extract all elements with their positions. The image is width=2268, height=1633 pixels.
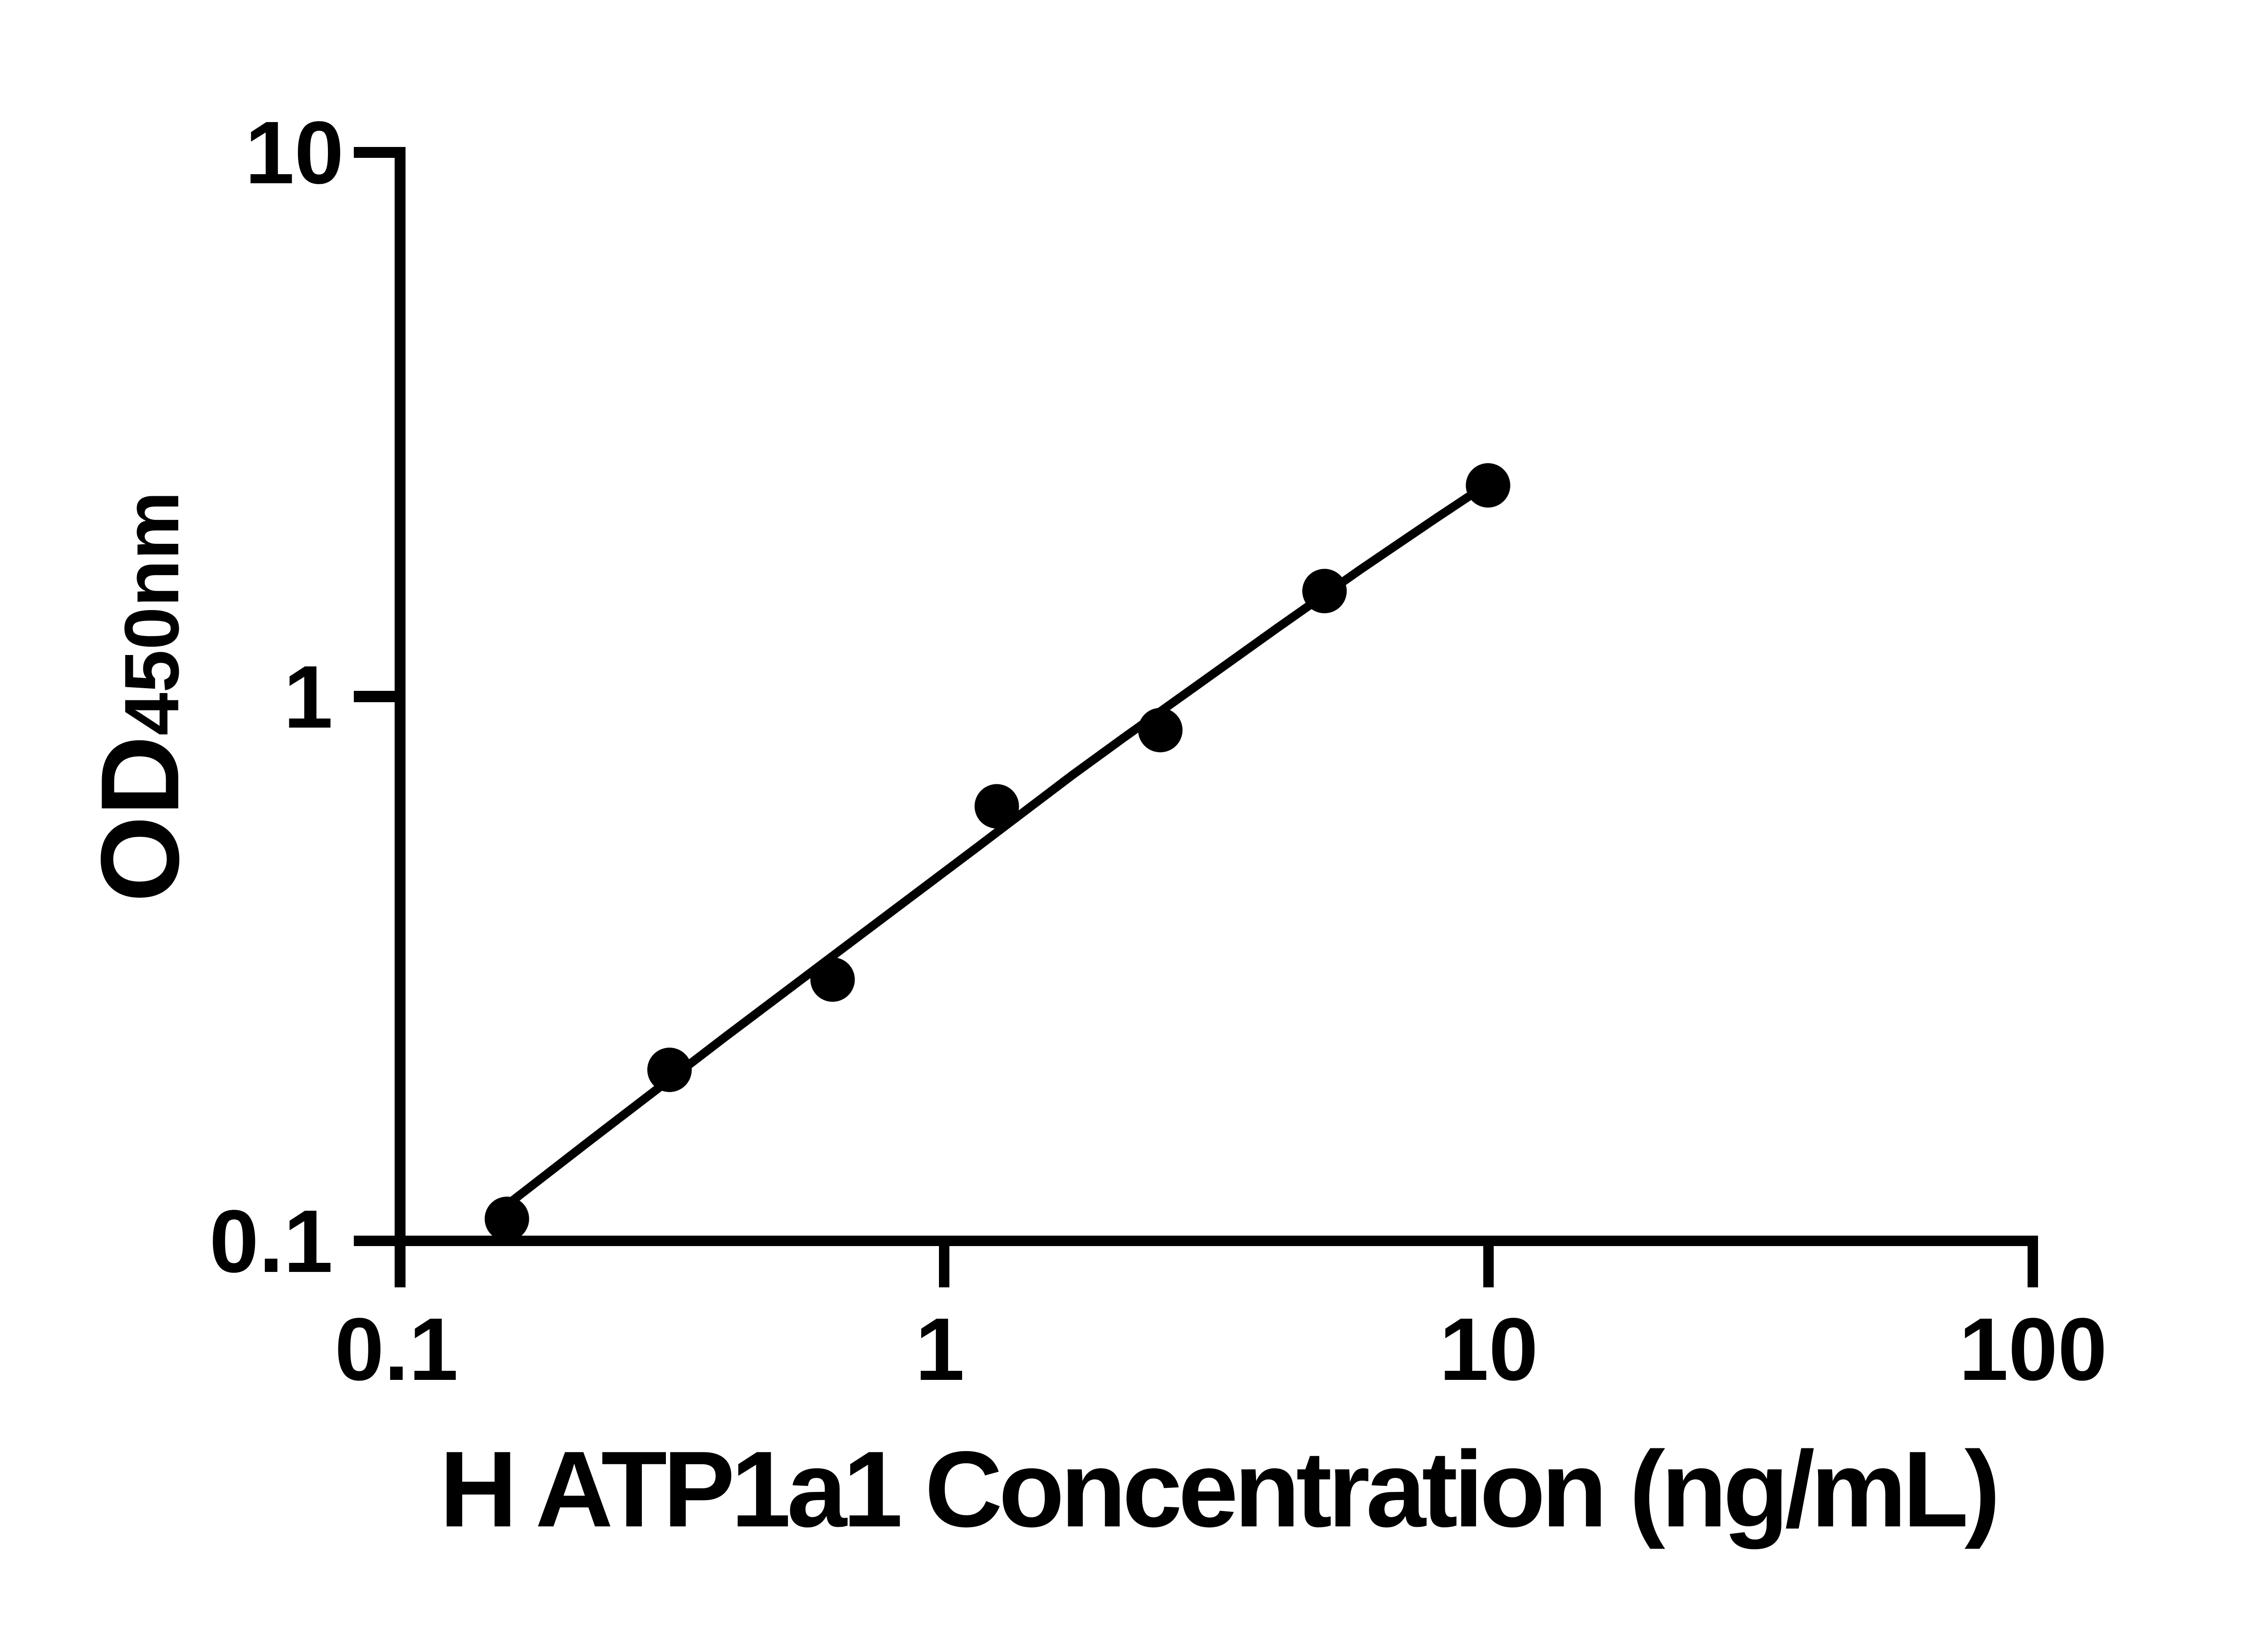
svg-text:10: 10	[245, 103, 344, 202]
svg-text:1: 1	[915, 1300, 964, 1399]
svg-text:0.1: 0.1	[335, 1300, 458, 1399]
svg-text:0.1: 0.1	[210, 1192, 333, 1291]
svg-text:H ATP1a1 Concentration (ng/mL): H ATP1a1 Concentration (ng/mL)	[440, 1429, 1996, 1550]
svg-text:1: 1	[284, 647, 333, 747]
svg-text:100: 100	[1959, 1300, 2107, 1399]
svg-text:10: 10	[1439, 1300, 1538, 1399]
